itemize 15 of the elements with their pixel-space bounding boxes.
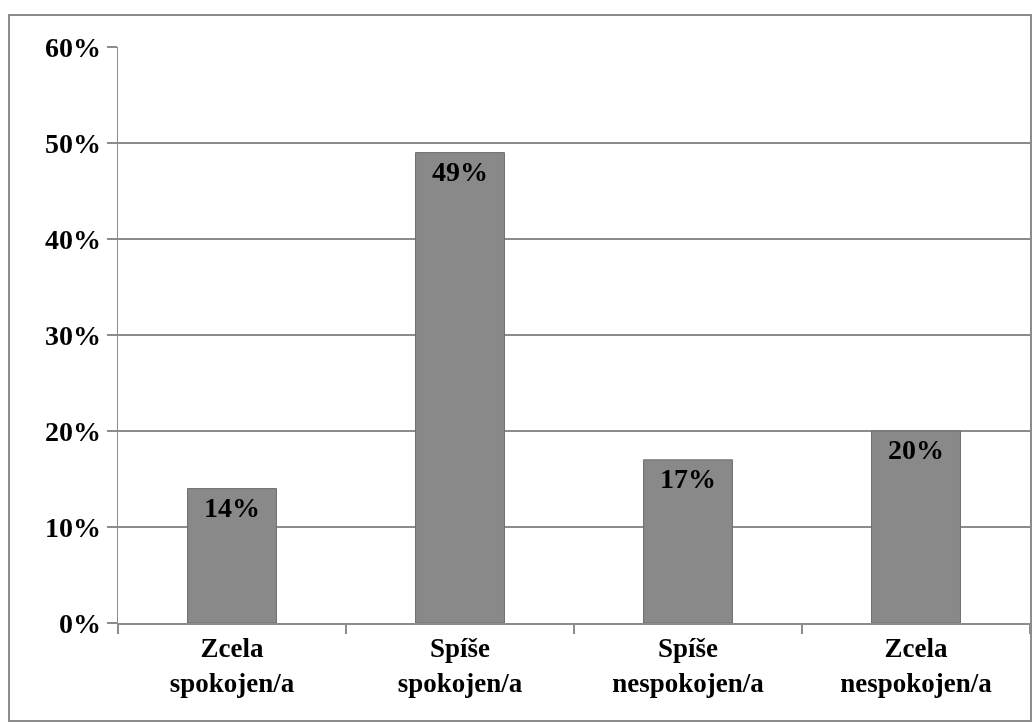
y-tick-label: 30% [44,319,101,351]
y-tick-label: 40% [44,223,101,255]
x-tick-label: Zcela nespokojen/a [840,632,993,698]
data-label: 20% [888,434,944,465]
data-label: 17% [660,462,716,494]
x-tick-label: Spíše nespokojen/a [612,632,765,698]
y-tick-label: 20% [44,415,101,447]
x-tick-label: Zcela spokojen/a [169,632,295,698]
data-label: 49% [432,155,488,187]
data-label: 14% [204,491,260,523]
y-tick-label: 10% [44,511,101,543]
x-tick-label: Spíše spokojen/a [397,632,523,698]
y-tick-label: 0% [58,607,101,639]
y-tick-label: 50% [44,127,101,159]
y-tick-label: 60% [44,31,101,63]
